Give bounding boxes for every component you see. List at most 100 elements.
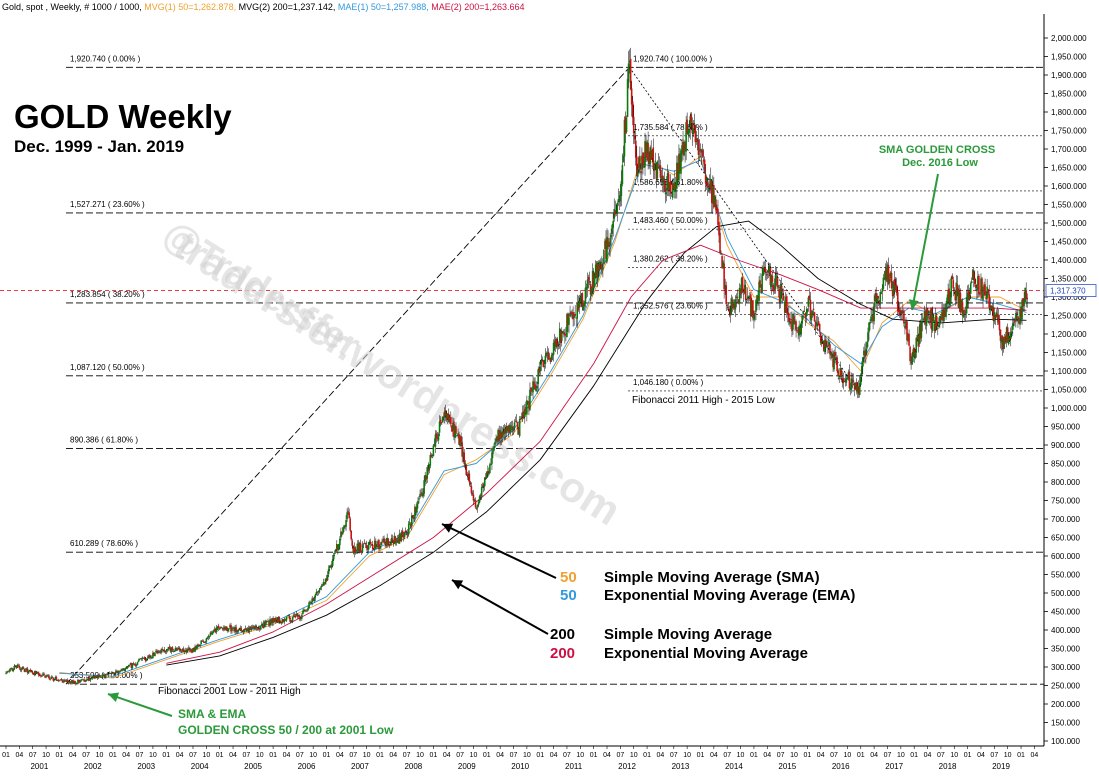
candle-body xyxy=(646,141,648,155)
candle-body xyxy=(188,647,190,651)
candle-body xyxy=(831,353,833,359)
candle-body xyxy=(20,668,23,671)
candle-body xyxy=(676,162,678,189)
candle-body xyxy=(771,275,774,283)
candle-body xyxy=(954,292,957,301)
candle-body xyxy=(653,162,656,171)
candle-body xyxy=(371,544,374,550)
candle-body xyxy=(584,287,587,304)
candle-body xyxy=(521,412,524,418)
candle-body xyxy=(999,329,1002,342)
candle-body xyxy=(380,542,382,546)
candle-body xyxy=(225,626,227,630)
candle-body xyxy=(871,314,873,316)
candle-body xyxy=(131,663,134,669)
candle-body xyxy=(713,185,715,208)
candle-body xyxy=(553,340,556,346)
candle-body xyxy=(74,680,76,683)
candle-body xyxy=(910,361,912,363)
x-month-label: 01 xyxy=(56,752,64,759)
candle-body xyxy=(344,525,346,527)
candle-body xyxy=(906,321,908,341)
candle-body xyxy=(189,647,191,651)
x-month-label: 10 xyxy=(42,752,50,759)
candle-body xyxy=(1019,310,1021,325)
candle-body xyxy=(235,627,237,632)
candle-body xyxy=(966,292,969,300)
x-month-label: 01 xyxy=(910,752,918,759)
candle-body xyxy=(194,646,196,652)
candle-body xyxy=(506,426,509,431)
candle-body xyxy=(692,128,695,135)
annotation-golden-cross-2001: GOLDEN CROSS 50 / 200 at 2001 Low xyxy=(178,723,394,737)
candle-body xyxy=(651,150,654,158)
candle-body xyxy=(236,631,238,633)
candle-body xyxy=(415,506,417,513)
candle-body xyxy=(940,317,942,320)
candle-body xyxy=(200,640,203,645)
candle-body xyxy=(488,473,490,475)
y-tick-label: 250.000 xyxy=(1051,682,1080,691)
candle-body xyxy=(520,416,523,419)
x-month-label: 04 xyxy=(924,752,932,759)
candle-body xyxy=(198,645,200,647)
candle-body xyxy=(285,616,288,621)
candle-body xyxy=(941,312,943,319)
x-month-label: 04 xyxy=(229,752,237,759)
candle-body xyxy=(128,665,131,666)
candle-body xyxy=(280,622,283,624)
candle-body xyxy=(5,672,7,674)
y-tick-label: 1,000.000 xyxy=(1051,404,1087,413)
candle-body xyxy=(270,619,272,623)
candle-body xyxy=(760,288,762,293)
candle-body xyxy=(816,323,819,325)
candle-body xyxy=(932,316,935,322)
candle-body xyxy=(544,355,547,365)
candle-body xyxy=(997,314,1000,323)
candle-body xyxy=(593,275,596,287)
candle-body xyxy=(346,512,348,520)
candle-body xyxy=(743,284,746,294)
candle-body xyxy=(428,464,431,471)
candle-body xyxy=(94,676,97,678)
candle-body xyxy=(564,333,566,336)
candle-body xyxy=(890,272,893,289)
candle-body xyxy=(434,434,437,447)
x-month-label: 04 xyxy=(550,752,558,759)
candle-body xyxy=(846,377,849,380)
candle-body xyxy=(783,302,786,313)
candle-body xyxy=(206,637,209,639)
candle-body xyxy=(640,171,642,173)
x-month-label: 07 xyxy=(670,752,678,759)
candle-body xyxy=(417,501,419,505)
candle-body xyxy=(556,343,559,347)
candle-body xyxy=(266,620,268,622)
candle-body xyxy=(1020,308,1022,318)
candle-body xyxy=(205,638,208,642)
candle-body xyxy=(187,649,189,651)
candle-body xyxy=(150,656,152,658)
candle-body xyxy=(757,296,759,300)
candle-body xyxy=(565,333,567,335)
candle-body xyxy=(104,674,107,679)
candle-body xyxy=(741,277,744,293)
candle-body xyxy=(833,352,835,370)
candle-body xyxy=(43,673,45,676)
candle-body xyxy=(245,629,248,631)
candle-body xyxy=(992,306,995,321)
candle-body xyxy=(232,627,234,629)
candle-body xyxy=(696,138,699,143)
candle-body xyxy=(107,673,110,675)
candle-body xyxy=(399,534,402,542)
candle-body xyxy=(383,538,385,543)
x-month-label: 04 xyxy=(657,752,665,759)
candle-body xyxy=(279,620,282,623)
candle-body xyxy=(933,323,936,331)
candle-body xyxy=(698,150,701,152)
candle-body xyxy=(1023,299,1025,307)
x-month-label: 10 xyxy=(149,752,157,759)
y-tick-label: 1,400.000 xyxy=(1051,256,1087,265)
candle-body xyxy=(664,192,667,195)
candle-body xyxy=(912,349,914,357)
candle-body xyxy=(686,119,688,134)
